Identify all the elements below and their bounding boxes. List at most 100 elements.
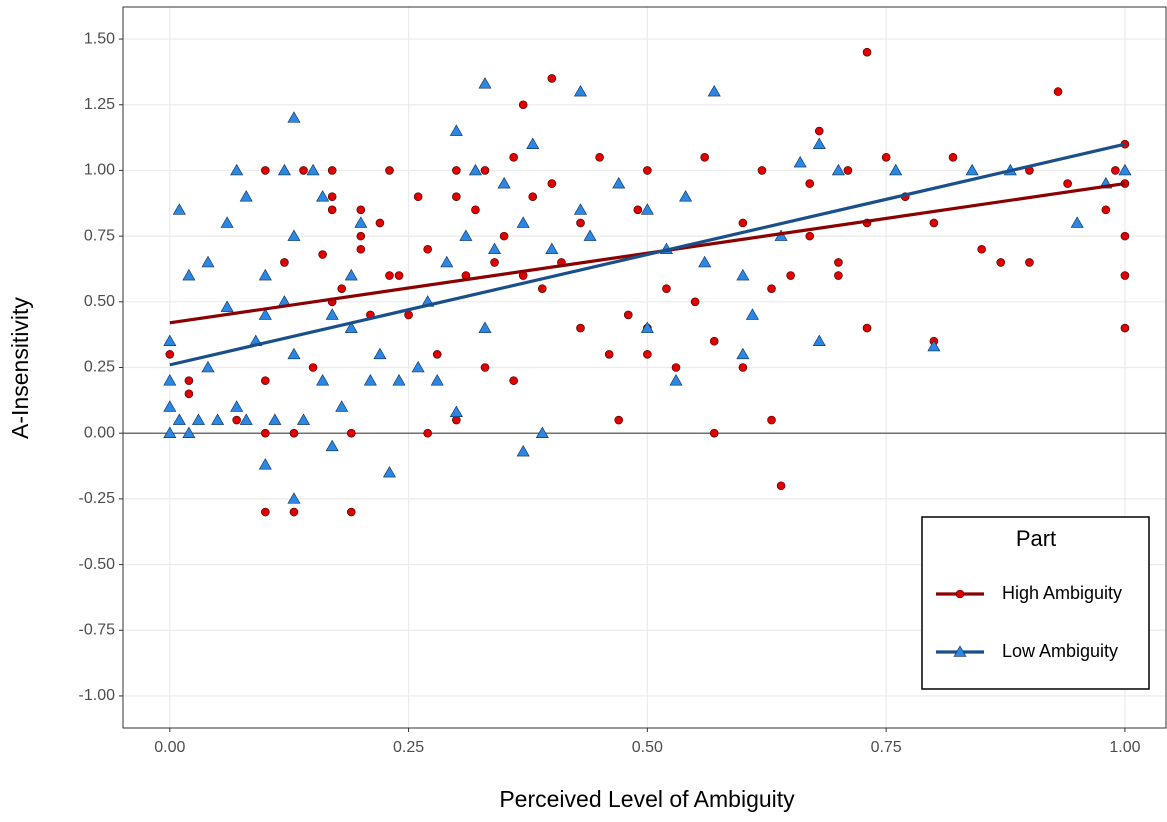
point [373,347,387,360]
point [814,126,824,136]
y-axis-title: A-Insensitivity [7,297,33,439]
point [623,310,633,320]
point [690,297,700,307]
point [261,376,270,385]
point [679,190,693,202]
point [889,163,903,176]
point [834,271,843,280]
point [1118,163,1132,176]
x-tick-label: 0.00 [154,739,185,756]
point [163,400,177,412]
trend-line [169,142,1126,367]
point [306,163,320,176]
point [490,258,499,267]
point [640,203,654,215]
point [318,250,327,259]
point [698,255,712,268]
point [239,413,253,425]
point [297,413,311,425]
point [163,334,177,347]
point [220,216,234,228]
y-tick-label: 0.00 [84,424,115,441]
point [573,203,588,215]
point [573,85,588,97]
point [468,163,482,176]
point [394,271,404,280]
point [182,426,196,438]
point [812,137,826,149]
point [411,360,425,373]
point [965,163,979,176]
point [337,284,347,293]
point [452,192,461,202]
point [640,321,654,333]
point [736,347,750,360]
point [478,77,492,89]
point [344,321,358,333]
point [201,255,215,268]
point [538,284,547,293]
legend-marker [953,645,967,657]
point [977,244,986,254]
y-tick-label: 0.25 [84,359,115,376]
point [356,205,366,215]
x-tick-label: 1.00 [1109,739,1140,756]
y-tick-label: 0.50 [84,293,115,310]
point [392,374,406,386]
point [327,205,337,215]
y-tick-label: -0.50 [79,556,116,573]
point [299,166,308,175]
point [163,426,177,438]
point [346,428,356,438]
point [325,308,339,320]
point [184,376,194,385]
point [480,363,490,372]
point [182,268,196,281]
point [261,166,270,175]
legend-label: High Ambiguity [1002,583,1122,603]
point [327,166,337,175]
point [612,176,626,189]
point [547,179,557,188]
point [258,308,272,320]
point [1063,179,1072,188]
panel-border [122,6,1167,729]
point [669,374,683,386]
point [452,415,461,425]
point [346,507,356,517]
point [662,284,671,293]
point [459,229,473,241]
point [831,163,845,176]
point [308,363,318,372]
legend-box [921,516,1150,690]
point [700,152,709,162]
point [1053,87,1063,96]
point [423,428,432,438]
x-tick-label: 0.50 [632,739,663,756]
point [1025,258,1034,267]
point [452,166,461,175]
point [583,229,597,241]
y-tick-label: -0.25 [79,490,116,507]
point [430,374,444,386]
point [232,415,241,425]
point [440,255,454,268]
point [471,205,480,215]
point [707,85,721,97]
point [595,152,604,162]
point [927,339,941,352]
point [509,376,518,385]
point [258,268,272,281]
point [547,74,557,83]
point [287,229,301,241]
point [261,428,270,438]
point [518,100,528,110]
point [385,271,394,280]
point [671,363,681,372]
y-tick-label: 1.50 [84,30,115,47]
point [643,166,652,175]
x-axis-title: Perceived Level of Ambiguity [499,786,795,812]
point [709,428,719,438]
point [325,439,339,452]
